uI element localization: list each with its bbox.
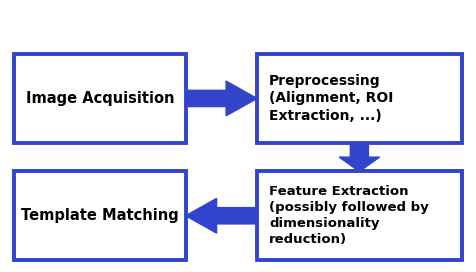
Text: Preprocessing
(Alignment, ROI
Extraction, ...): Preprocessing (Alignment, ROI Extraction…: [269, 74, 393, 123]
FancyBboxPatch shape: [257, 171, 462, 260]
FancyBboxPatch shape: [14, 171, 186, 260]
FancyBboxPatch shape: [14, 54, 186, 143]
Polygon shape: [339, 143, 380, 171]
Text: Feature Extraction
(possibly followed by
dimensionality
reduction): Feature Extraction (possibly followed by…: [269, 185, 429, 246]
Polygon shape: [186, 198, 257, 233]
Polygon shape: [186, 81, 257, 116]
FancyBboxPatch shape: [257, 54, 462, 143]
Text: Template Matching: Template Matching: [21, 208, 179, 223]
Text: Image Acquisition: Image Acquisition: [26, 91, 174, 106]
